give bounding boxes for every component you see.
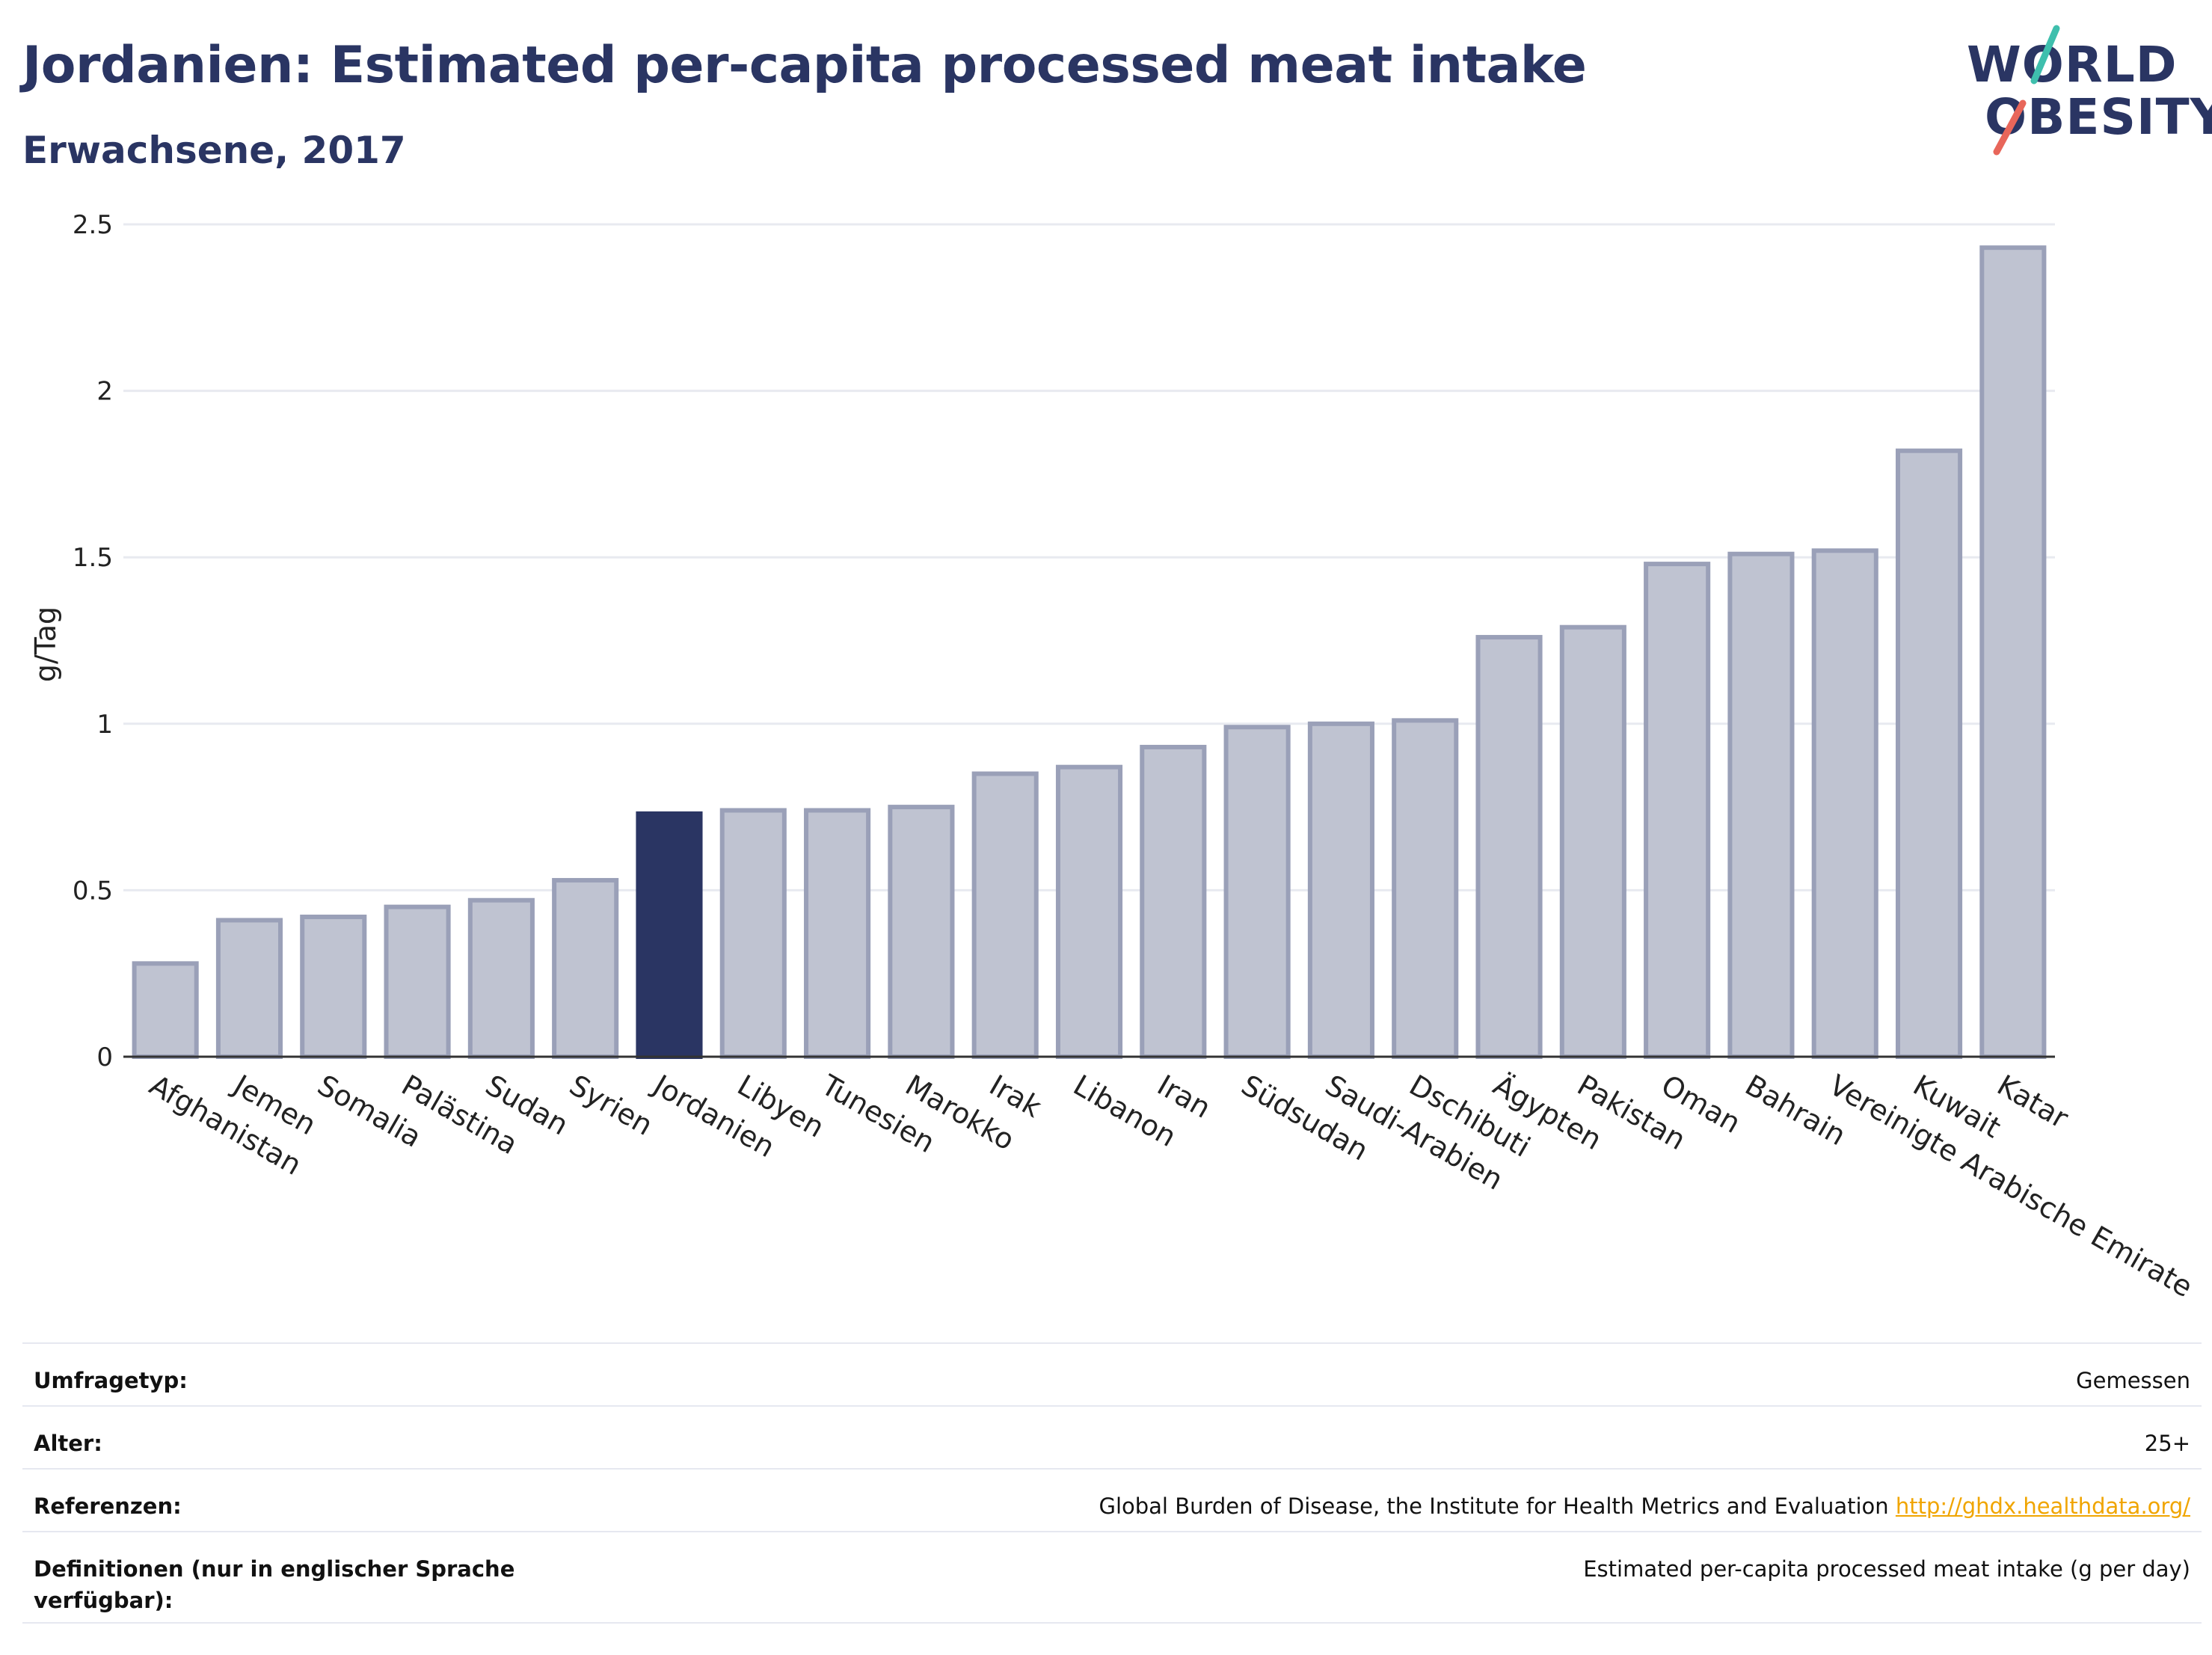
bar-bahrain [1727,551,1795,1059]
bar-saudi-arabien [1307,721,1374,1059]
y-axis-label: g/Tag [29,607,62,682]
y-tick-label: 2.5 [73,210,113,240]
bar-tunesien [804,808,871,1059]
bar-katar [1979,245,2047,1060]
y-tick-label: 1.5 [73,543,113,573]
info-label: Referenzen: [34,1493,182,1519]
chart-subtitle: Erwachsene, 2017 [22,129,406,172]
y-tick-label: 1 [96,710,113,740]
world-obesity-logo: WORLD OBESITY [1959,21,2212,163]
bar-südsudan [1223,725,1291,1059]
bar-chart: 00.511.522.5g/TagAfghanistanJemenSomalia… [29,210,2199,1304]
bar-palästina [384,904,451,1060]
bar-libyen [719,808,787,1059]
bar-afghanistan [132,961,199,1059]
bar-iran [1140,744,1207,1059]
info-value: Estimated per-capita processed meat inta… [1583,1556,2190,1582]
y-tick-label: 2 [96,377,113,407]
logo-line-1: WORLD [1967,36,2178,93]
info-label: Definitionen (nur in englischer Sprache … [34,1556,515,1613]
bar-somalia [300,915,367,1059]
info-value: 25+ [2144,1431,2190,1456]
bar-sudan [467,897,535,1059]
bar-syrien [552,878,619,1059]
x-tick-label: Katar [1991,1069,2074,1135]
info-label: Alter: [34,1431,102,1456]
info-row-references: Referenzen: Global Burden of Disease, th… [22,1468,2202,1531]
bar-jordanien [636,811,703,1060]
bar-kuwait [1895,448,1963,1059]
info-value: Gemessen [2076,1368,2190,1393]
logo-line-2: OBESITY [1985,88,2212,146]
bar-jemen [215,918,283,1060]
bar-irak [971,771,1039,1059]
bar-pakistan [1559,624,1626,1059]
reference-text: Global Burden of Disease, the Institute … [1099,1493,1889,1519]
chart-title: Jordanien: Estimated per-capita processe… [22,36,1587,95]
info-table: Umfragetyp: Gemessen Alter: 25+ Referenz… [22,1342,2202,1624]
logo-slash-red [1993,99,2027,156]
x-tick-label: Syrien [564,1069,658,1142]
bar-ägypten [1475,635,1543,1059]
logo-slash-teal [2030,25,2060,85]
info-label: Umfragetyp: [34,1368,188,1393]
info-value: Global Burden of Disease, the Institute … [1099,1490,2190,1522]
bar-vereinigte-arabische-emirate [1811,548,1878,1059]
info-row-definitions: Definitionen (nur in englischer Sprache … [22,1531,2202,1624]
bar-libanon [1055,764,1123,1060]
bar-dschibuti [1392,718,1459,1060]
bar-marokko [888,805,955,1059]
info-row-age: Alter: 25+ [22,1405,2202,1468]
bar-oman [1644,562,1711,1059]
logo-slash-icon [1993,25,2060,156]
y-tick-label: 0 [96,1043,113,1072]
info-row-survey-type: Umfragetyp: Gemessen [22,1342,2202,1405]
reference-link[interactable]: http://ghdx.healthdata.org/ [1895,1493,2190,1519]
y-tick-label: 0.5 [73,876,113,906]
